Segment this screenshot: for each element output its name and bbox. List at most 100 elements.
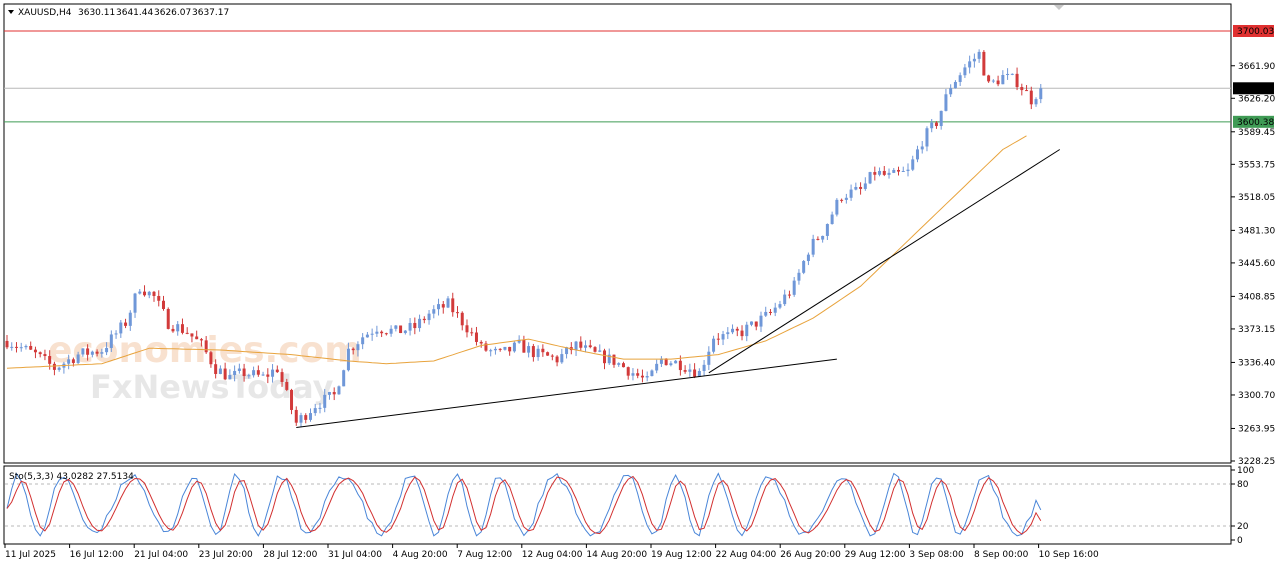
candle-body	[479, 341, 483, 344]
candle-body	[218, 368, 222, 374]
candle	[731, 324, 735, 335]
candle	[285, 378, 289, 392]
candle-body	[873, 172, 877, 175]
candle-body	[195, 336, 199, 340]
trendlines[interactable]	[296, 149, 1061, 429]
candle	[437, 298, 441, 316]
candle-body	[574, 341, 578, 351]
candle	[531, 343, 535, 362]
candle-body	[223, 368, 227, 380]
candle	[218, 365, 222, 375]
trendline[interactable]	[708, 149, 1061, 374]
candle-body	[678, 360, 682, 371]
time-tick-label: 23 Jul 20:00	[199, 550, 253, 560]
candle	[1029, 86, 1033, 110]
collapse-triangle-icon[interactable]	[8, 10, 14, 14]
candle-body	[294, 409, 298, 423]
candle-body	[953, 81, 957, 89]
candle	[550, 354, 554, 361]
candle-body	[934, 122, 938, 127]
candle-body	[768, 311, 772, 313]
candle	[934, 121, 938, 129]
candle-body	[100, 352, 104, 354]
candle	[346, 342, 350, 372]
candle-body	[1006, 73, 1010, 76]
candle-body	[323, 394, 327, 408]
candle	[958, 72, 962, 87]
candle	[522, 335, 526, 353]
candle	[968, 55, 972, 74]
open-value: 3630.11	[78, 8, 115, 18]
candle	[669, 361, 673, 367]
candle-body	[285, 381, 289, 390]
candle-body	[816, 238, 820, 240]
candle	[773, 302, 777, 317]
shift-marker-icon[interactable]	[1054, 5, 1064, 10]
candle	[152, 290, 156, 302]
candle	[133, 292, 137, 318]
candle	[659, 356, 663, 368]
candle-body	[802, 261, 806, 273]
candle-body	[716, 338, 720, 340]
candle-body	[152, 291, 156, 296]
candle	[361, 333, 365, 350]
candle	[408, 318, 412, 336]
candle-body	[683, 370, 687, 372]
trendline[interactable]	[296, 358, 837, 429]
candle-body	[76, 354, 80, 363]
candle-body	[332, 392, 336, 395]
time-tick-label: 10 Sep 16:00	[1039, 550, 1099, 560]
candle	[598, 344, 602, 353]
candle	[100, 348, 104, 358]
candle-body	[370, 333, 374, 335]
stochastic-signal-line	[6, 475, 1042, 535]
candle	[261, 371, 265, 376]
candle	[593, 346, 597, 353]
candle-body	[38, 352, 42, 355]
candle	[86, 344, 90, 361]
candle-body	[271, 369, 275, 377]
candle-body	[825, 224, 829, 236]
candle	[351, 347, 355, 355]
candle-body	[304, 415, 308, 420]
candle-body	[674, 360, 678, 364]
time-tick-label: 8 Sep 00:00	[974, 550, 1029, 560]
candle-body	[365, 334, 369, 338]
candle	[180, 318, 184, 335]
candle	[171, 324, 175, 333]
candle-body	[882, 170, 886, 175]
candle	[185, 327, 189, 335]
candle	[536, 345, 540, 361]
candle	[275, 365, 279, 373]
candle	[588, 339, 592, 349]
stochastic-tick-label: 0	[1237, 536, 1243, 546]
time-tick-label: 4 Aug 20:00	[393, 550, 448, 560]
candle	[299, 412, 303, 428]
candle	[560, 348, 564, 364]
candle	[190, 333, 194, 343]
candle	[939, 110, 943, 130]
candle	[617, 362, 621, 367]
candle-body	[631, 373, 635, 376]
candle	[489, 348, 493, 357]
candle	[119, 320, 123, 338]
candle-body	[844, 197, 848, 200]
candle-body	[1039, 88, 1043, 100]
candle-body	[939, 110, 943, 127]
candle	[911, 155, 915, 172]
candle-body	[176, 324, 180, 332]
candle	[247, 373, 251, 379]
candle-body	[565, 347, 569, 355]
candle	[375, 325, 379, 337]
candle	[579, 336, 583, 351]
candle-body	[854, 186, 858, 190]
candle	[750, 321, 754, 327]
time-tick-label: 16 Jul 12:00	[70, 550, 124, 560]
candle	[825, 223, 829, 240]
candle-body	[745, 324, 749, 337]
candle	[678, 355, 682, 376]
candle	[1015, 67, 1019, 91]
candle-body	[346, 348, 350, 371]
candle	[645, 371, 649, 382]
